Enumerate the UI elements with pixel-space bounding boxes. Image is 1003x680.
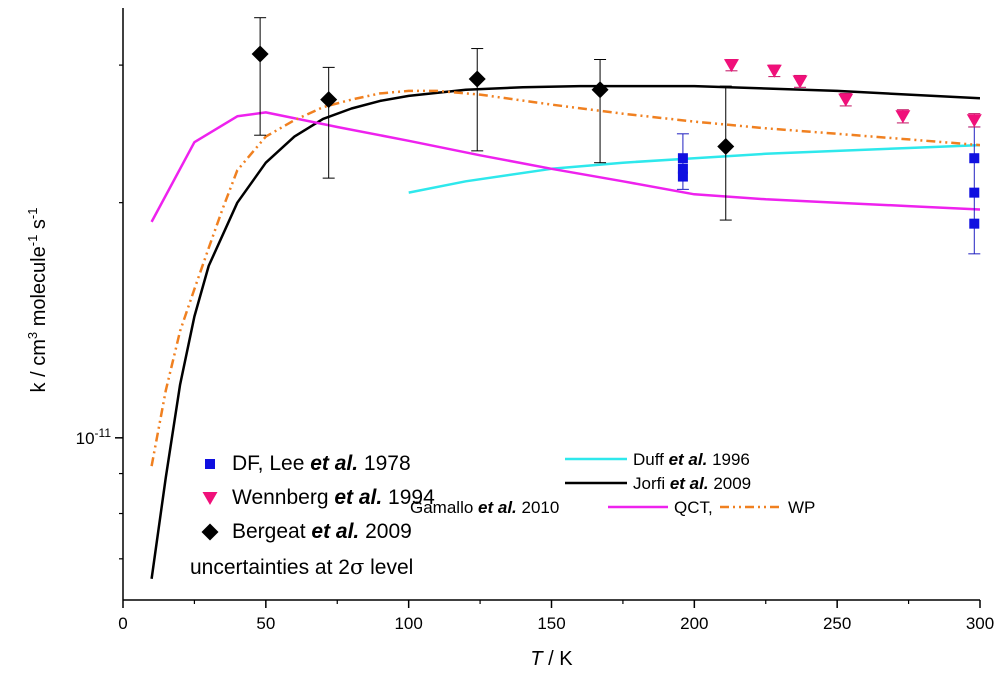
data-point xyxy=(838,93,854,107)
legend-label: Bergeat et al. 2009 xyxy=(232,520,412,543)
legend-label: WP xyxy=(788,498,815,517)
error-bar xyxy=(254,17,267,136)
data-point xyxy=(468,70,486,88)
legend: DF, Lee et al. 1978 Wennberg et al. 1994 B… xyxy=(190,450,815,579)
data-point xyxy=(792,75,808,89)
legend-label: DF, Lee et al. 1978 xyxy=(232,452,411,475)
x-axis-title: T / K xyxy=(530,648,573,670)
data-point xyxy=(677,163,688,174)
data-point xyxy=(320,91,338,109)
x-tick-label: 250 xyxy=(823,614,851,633)
data-point xyxy=(677,171,688,182)
legend-label: Wennberg et al. 1994 xyxy=(232,486,435,509)
y-tick-label: 10-11 xyxy=(76,426,112,448)
legend-label: Gamallo et al. 2010 xyxy=(410,498,559,517)
data-point xyxy=(969,187,980,198)
legend-marker xyxy=(202,492,218,505)
error-bar xyxy=(594,59,607,164)
data-point xyxy=(895,110,911,124)
data-point xyxy=(723,59,739,73)
legend-label: Jorfi et al. 2009 xyxy=(633,474,751,493)
error-bar xyxy=(322,66,335,179)
legend-marker xyxy=(205,459,215,469)
plot-series xyxy=(150,17,982,579)
data-point xyxy=(251,45,269,63)
series-points-1 xyxy=(723,59,982,128)
x-tick-label: 0 xyxy=(118,614,127,633)
axes: 0 50 100 150 200 250 300 10-11 T / K k / cm3 mole… xyxy=(25,8,994,670)
data-point xyxy=(766,64,782,78)
error-bar xyxy=(471,48,484,152)
data-point xyxy=(969,153,980,164)
series-line-3 xyxy=(408,143,980,194)
legend-uncertainty: uncertainties at 2σ level xyxy=(190,555,413,579)
series-line-4 xyxy=(150,84,980,579)
legend-marker xyxy=(201,523,219,541)
x-tick-label: 300 xyxy=(966,614,994,633)
series-line-5 xyxy=(150,111,980,223)
series-points-2 xyxy=(251,17,735,221)
x-tick-label: 100 xyxy=(394,614,422,633)
x-tick-label: 150 xyxy=(537,614,565,633)
y-axis-title: k / cm3 molecule-1 s-1 xyxy=(25,208,50,393)
legend-label: QCT, xyxy=(674,498,713,517)
data-point xyxy=(969,218,980,229)
legend-label: Duff et al. 1996 xyxy=(633,450,750,469)
x-tick-label: 50 xyxy=(256,614,275,633)
data-point xyxy=(966,114,982,128)
data-point xyxy=(591,81,609,99)
x-tick-label: 200 xyxy=(680,614,708,633)
series-line-6 xyxy=(150,89,980,467)
data-point xyxy=(717,138,735,156)
data-point xyxy=(677,153,688,164)
